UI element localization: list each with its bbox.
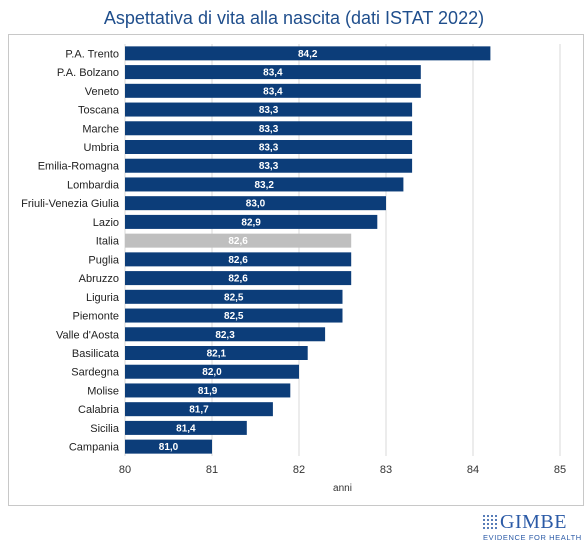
bar	[125, 65, 421, 80]
x-tick-label: 82	[293, 464, 305, 476]
category-label: Calabria	[78, 404, 120, 416]
gimbe-dots-icon	[482, 514, 498, 530]
category-label: Piemonte	[73, 311, 119, 323]
gimbe-logo: GIMBE EVIDENCE FOR HEALTH	[482, 511, 582, 546]
bar	[125, 308, 343, 323]
bar-value-label: 83,3	[259, 124, 279, 135]
bar	[125, 346, 308, 360]
bar-value-label: 82,6	[228, 274, 248, 285]
category-label: Umbria	[84, 142, 120, 154]
bar-value-label: 82,6	[228, 255, 248, 266]
x-tick-label: 83	[380, 464, 392, 476]
category-label: Lombardia	[67, 179, 120, 191]
bar-value-label: 81,0	[159, 442, 179, 453]
category-label: Veneto	[85, 86, 119, 98]
bar	[125, 420, 247, 435]
bar-value-label: 83,0	[246, 199, 266, 210]
bar	[125, 158, 413, 173]
bar-value-label: 82,3	[215, 330, 235, 341]
bar	[125, 402, 273, 417]
category-label: Valle d'Aosta	[56, 329, 120, 341]
bar	[125, 214, 378, 229]
bar	[125, 439, 212, 454]
bar	[125, 46, 491, 61]
bar-value-label: 83,3	[259, 161, 279, 172]
category-label: Friuli-Venezia Giulia	[21, 198, 120, 210]
category-label: Basilicata	[72, 348, 120, 360]
category-label: Marche	[82, 123, 119, 135]
x-tick-labels: 80 81 82 83 84 85	[119, 464, 566, 476]
category-label: Lazio	[93, 217, 119, 229]
bar	[125, 121, 413, 136]
bar	[125, 102, 413, 117]
bar-value-label: 82,9	[241, 217, 261, 228]
bar	[125, 327, 326, 342]
category-label: P.A. Bolzano	[57, 67, 119, 79]
bar	[125, 140, 413, 154]
category-label: Emilia-Romagna	[38, 161, 120, 173]
category-labels: P.A. Trento P.A. Bolzano Veneto Toscana Marc…	[21, 48, 120, 453]
bar-value-label: 83,2	[254, 180, 274, 191]
category-label: Sardegna	[71, 367, 120, 379]
bar	[125, 83, 421, 98]
category-label: Liguria	[86, 292, 120, 304]
bar-value-label: 82,0	[202, 367, 222, 378]
bar-value-label: 83,4	[263, 86, 283, 97]
bar	[125, 383, 291, 398]
bar-value-label: 83,3	[259, 105, 279, 116]
bar	[125, 177, 404, 192]
bar-value-label: 82,5	[224, 292, 244, 303]
bar	[125, 289, 343, 304]
x-tick-label: 80	[119, 464, 131, 476]
bar	[125, 271, 352, 286]
bars: 84,2 83,4 83,4 83,3 83,3 83,3 83,3 83,2 83,0 82,9…	[125, 46, 491, 454]
bar-value-label: 81,9	[198, 386, 218, 397]
bar-value-label: 81,4	[176, 423, 196, 434]
bar-value-label: 83,4	[263, 68, 283, 79]
category-label: Toscana	[78, 105, 120, 117]
bar-value-label: 82,6	[228, 236, 248, 247]
bar-value-label: 82,1	[207, 349, 227, 360]
x-tick-label: 81	[206, 464, 218, 476]
logo-tagline: EVIDENCE FOR HEALTH	[483, 533, 582, 542]
logo-word: GIMBE	[500, 511, 567, 533]
bar	[125, 233, 352, 248]
category-label: Molise	[87, 385, 119, 397]
bar	[125, 252, 352, 267]
bar-value-label: 82,5	[224, 311, 244, 322]
category-label: Campania	[69, 442, 120, 454]
category-label: Sicilia	[90, 423, 120, 435]
category-label: P.A. Trento	[65, 48, 119, 60]
category-label: Italia	[96, 236, 120, 248]
category-label: Abruzzo	[79, 273, 119, 285]
x-axis-title: anni	[333, 483, 352, 494]
bar-value-label: 81,7	[189, 405, 209, 416]
chart-frame	[8, 34, 584, 506]
bar-value-label: 84,2	[298, 49, 318, 60]
bar	[125, 196, 386, 211]
bar-value-label: 83,3	[259, 143, 279, 154]
x-tick-label: 85	[554, 464, 566, 476]
chart-title: Aspettativa di vita alla nascita (dati I…	[103, 8, 485, 28]
x-tick-label: 84	[467, 464, 479, 476]
bar	[125, 364, 299, 379]
category-label: Puglia	[88, 254, 119, 266]
